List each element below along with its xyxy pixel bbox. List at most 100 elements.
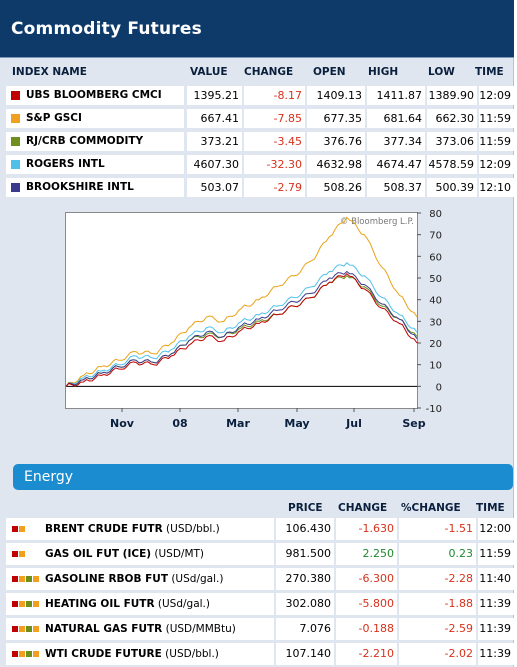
index-name-cell[interactable]: BROOKSHIRE INTL	[6, 178, 184, 197]
y-tick-label: 70	[429, 231, 442, 242]
series-color-swatch	[11, 137, 20, 146]
energy-row[interactable]: GASOLINE RBOB FUT (USd/gal.) 270.380 -6.30…	[6, 568, 514, 593]
energy-title: Energy	[24, 469, 74, 485]
indicator-dot	[33, 576, 39, 582]
energy-change: -0.188	[336, 618, 397, 640]
index-time: 12:09	[479, 86, 514, 105]
y-tick-label: 30	[429, 317, 442, 328]
chart-plot-area	[65, 212, 418, 409]
energy-col-pctchange: %CHANGE	[401, 502, 461, 514]
energy-price: 302.080	[276, 593, 334, 615]
index-name[interactable]: UBS BLOOMBERG CMCI	[26, 89, 162, 101]
index-row[interactable]: ROGERS INTL 4607.30 -32.30 4632.98 4674.47 45…	[6, 155, 514, 176]
energy-time: 12:00	[478, 518, 514, 540]
y-tick-label: 80	[429, 209, 442, 220]
index-value: 373.21	[187, 132, 242, 151]
energy-col-time: TIME	[476, 502, 505, 514]
index-row[interactable]: S&P GSCI 667.41 -7.85 677.35 681.64 662.30 11:…	[6, 109, 514, 130]
energy-change: -6.300	[336, 568, 397, 590]
energy-name-cell[interactable]: GASOLINE RBOB FUT (USd/gal.)	[6, 568, 274, 590]
energy-section-header[interactable]: Energy	[13, 464, 513, 490]
chart-credit: © Bloomberg L.P.	[340, 217, 414, 227]
y-tick-label: 50	[429, 274, 442, 285]
contract-name[interactable]: NATURAL GAS FUTR	[45, 623, 163, 635]
index-row[interactable]: UBS BLOOMBERG CMCI 1395.21 -8.17 1409.13 141…	[6, 86, 514, 107]
energy-name-cell[interactable]: HEATING OIL FUTR (USd/gal.)	[6, 593, 274, 615]
col-change: CHANGE	[244, 66, 294, 78]
indicator-dot	[26, 576, 32, 582]
energy-row[interactable]: WTI CRUDE FUTURE (USD/bbl.) 107.140 -2.210…	[6, 643, 514, 667]
index-name-cell[interactable]: RJ/CRB COMMODITY	[6, 132, 184, 151]
y-tick-label: 0	[436, 382, 442, 393]
col-low: LOW	[428, 66, 455, 78]
energy-col-change: CHANGE	[338, 502, 388, 514]
page-title: Commodity Futures	[11, 19, 202, 39]
indicator-dot	[26, 626, 32, 632]
x-tick-label: Sep	[402, 417, 425, 430]
contract-name[interactable]: HEATING OIL FUTR	[45, 598, 155, 610]
contract-name[interactable]: GAS OIL FUT (ICE)	[45, 548, 152, 560]
col-high: HIGH	[368, 66, 399, 78]
index-change: -2.79	[244, 178, 305, 197]
index-high: 377.34	[367, 132, 425, 151]
energy-pct: -2.02	[399, 643, 476, 665]
index-change: -7.85	[244, 109, 305, 128]
energy-name-cell[interactable]: WTI CRUDE FUTURE (USD/bbl.)	[6, 643, 274, 665]
energy-change: -2.210	[336, 643, 397, 665]
index-value: 667.41	[187, 109, 242, 128]
indicator-dot	[33, 601, 39, 607]
energy-row[interactable]: NATURAL GAS FUTR (USD/MMBtu) 7.076 -0.188-…	[6, 618, 514, 643]
index-value: 1395.21	[187, 86, 242, 105]
energy-change: 2.250	[336, 543, 397, 565]
contract-unit: (USD/MT)	[154, 548, 205, 560]
index-low: 662.30	[427, 109, 477, 128]
series-line	[65, 273, 418, 387]
index-change: -8.17	[244, 86, 305, 105]
index-time: 12:09	[479, 155, 514, 174]
contract-unit: (USD/MMBtu)	[165, 623, 236, 635]
index-open: 1409.13	[307, 86, 365, 105]
energy-row[interactable]: BRENT CRUDE FUTR (USD/bbl.) 106.430 -1.630…	[6, 518, 514, 543]
energy-name-cell[interactable]: NATURAL GAS FUTR (USD/MMBtu)	[6, 618, 274, 640]
contract-name[interactable]: WTI CRUDE FUTURE	[45, 648, 162, 660]
energy-price: 7.076	[276, 618, 334, 640]
indicator-dot	[12, 601, 18, 607]
energy-col-price: PRICE	[288, 502, 323, 514]
index-low: 500.39	[427, 178, 477, 197]
index-low: 373.06	[427, 132, 477, 151]
energy-price: 981.500	[276, 543, 334, 565]
x-tick-label: Nov	[110, 417, 135, 430]
energy-time: 11:39	[478, 618, 514, 640]
energy-price: 107.140	[276, 643, 334, 665]
index-name-cell[interactable]: S&P GSCI	[6, 109, 184, 128]
series-color-swatch	[11, 160, 20, 169]
index-change: -32.30	[244, 155, 305, 174]
index-value: 503.07	[187, 178, 242, 197]
header-divider	[0, 57, 514, 58]
index-name[interactable]: BROOKSHIRE INTL	[26, 181, 134, 193]
index-name[interactable]: S&P GSCI	[26, 112, 82, 124]
series-line	[65, 275, 418, 387]
y-tick-label: 10	[429, 361, 442, 372]
energy-name-cell[interactable]: BRENT CRUDE FUTR (USD/bbl.)	[6, 518, 274, 540]
contract-unit: (USd/gal.)	[171, 573, 224, 585]
energy-time: 11:40	[478, 568, 514, 590]
col-index-name: INDEX NAME	[12, 66, 87, 78]
contract-name[interactable]: GASOLINE RBOB FUT	[45, 573, 168, 585]
energy-change: -5.800	[336, 593, 397, 615]
energy-name-cell[interactable]: GAS OIL FUT (ICE) (USD/MT)	[6, 543, 274, 565]
index-name-cell[interactable]: UBS BLOOMBERG CMCI	[6, 86, 184, 105]
energy-row[interactable]: HEATING OIL FUTR (USd/gal.) 302.080 -5.800…	[6, 593, 514, 618]
y-tick-label: 20	[429, 339, 442, 350]
index-name[interactable]: RJ/CRB COMMODITY	[26, 135, 144, 147]
contract-name[interactable]: BRENT CRUDE FUTR	[45, 523, 163, 535]
energy-row[interactable]: GAS OIL FUT (ICE) (USD/MT) 981.500 2.250 0.…	[6, 543, 514, 568]
index-low: 4578.59	[427, 155, 477, 174]
index-name-cell[interactable]: ROGERS INTL	[6, 155, 184, 174]
index-row[interactable]: RJ/CRB COMMODITY 373.21 -3.45 376.76 377.34 3…	[6, 132, 514, 153]
x-tick-label: 08	[172, 417, 187, 430]
contract-unit: (USD/bbl.)	[165, 648, 219, 660]
index-row[interactable]: BROOKSHIRE INTL 503.07 -2.79 508.26 508.37 50…	[6, 178, 514, 199]
index-name[interactable]: ROGERS INTL	[26, 158, 105, 170]
